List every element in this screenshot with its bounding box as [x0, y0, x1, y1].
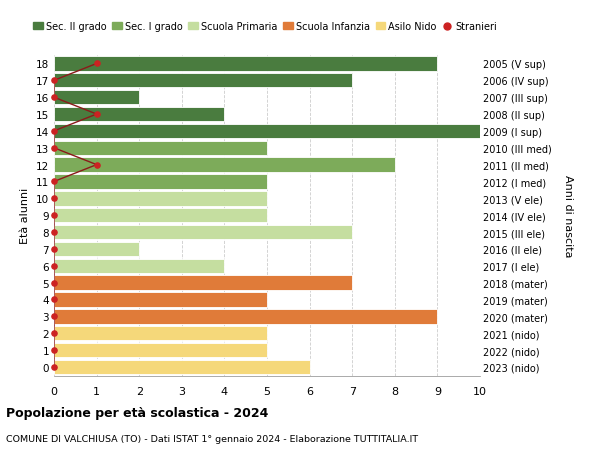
- Point: [92, 162, 101, 169]
- Point: [49, 313, 59, 320]
- Bar: [54, 326, 267, 341]
- Text: Popolazione per età scolastica - 2024: Popolazione per età scolastica - 2024: [6, 406, 268, 419]
- Text: COMUNE DI VALCHIUSA (TO) - Dati ISTAT 1° gennaio 2024 - Elaborazione TUTTITALIA.: COMUNE DI VALCHIUSA (TO) - Dati ISTAT 1°…: [6, 434, 418, 443]
- Point: [49, 195, 59, 202]
- Point: [49, 280, 59, 287]
- Point: [49, 145, 59, 152]
- Point: [92, 61, 101, 68]
- Point: [49, 128, 59, 135]
- Bar: [54, 175, 267, 189]
- Legend: Sec. II grado, Sec. I grado, Scuola Primaria, Scuola Infanzia, Asilo Nido, Stran: Sec. II grado, Sec. I grado, Scuola Prim…: [29, 18, 500, 36]
- Point: [92, 111, 101, 118]
- Point: [49, 212, 59, 219]
- Bar: [54, 208, 267, 223]
- Point: [49, 229, 59, 236]
- Bar: [54, 91, 139, 105]
- Bar: [54, 360, 310, 374]
- Bar: [54, 309, 437, 324]
- Bar: [54, 74, 352, 88]
- Bar: [54, 141, 267, 156]
- Bar: [54, 192, 267, 206]
- Bar: [54, 108, 224, 122]
- Point: [49, 263, 59, 270]
- Bar: [54, 293, 267, 307]
- Point: [49, 179, 59, 186]
- Point: [49, 78, 59, 85]
- Bar: [54, 158, 395, 173]
- Bar: [54, 57, 437, 72]
- Point: [49, 296, 59, 303]
- Bar: [54, 225, 352, 240]
- Bar: [54, 343, 267, 358]
- Point: [49, 246, 59, 253]
- Point: [49, 347, 59, 354]
- Point: [49, 330, 59, 337]
- Bar: [54, 124, 480, 139]
- Y-axis label: Età alunni: Età alunni: [20, 188, 31, 244]
- Bar: [54, 259, 224, 274]
- Y-axis label: Anni di nascita: Anni di nascita: [563, 174, 572, 257]
- Bar: [54, 242, 139, 257]
- Point: [49, 94, 59, 101]
- Point: [49, 364, 59, 371]
- Bar: [54, 276, 352, 290]
